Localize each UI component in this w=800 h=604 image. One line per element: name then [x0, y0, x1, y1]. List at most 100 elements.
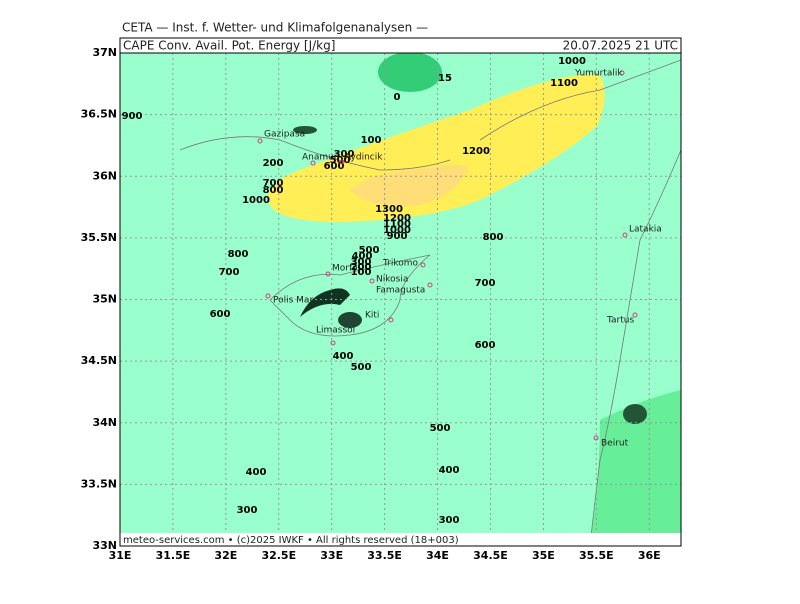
place-name: Beirut	[601, 439, 629, 449]
x-tick-label: 33E	[320, 549, 343, 562]
contour-label: 1200	[462, 146, 490, 157]
contour-label: 700	[475, 278, 496, 289]
x-tick-label: 33.5E	[367, 549, 402, 562]
contour-label: 800	[263, 185, 284, 196]
contour-label: 500	[430, 423, 451, 434]
contour-label: 100	[361, 135, 382, 146]
convection	[293, 126, 317, 134]
x-tick-label: 35.5E	[579, 549, 614, 562]
contour-label: 500	[351, 362, 372, 373]
y-tick-label: 37N	[92, 46, 117, 59]
x-tick-label: 36E	[638, 549, 661, 562]
contour-label: 1200	[383, 213, 411, 224]
place-marker	[339, 159, 345, 165]
map-frame	[119, 52, 682, 547]
place-marker	[388, 317, 394, 323]
x-tick-label: 31.5E	[156, 549, 191, 562]
cyprus-coast	[269, 254, 431, 337]
y-tick-label: 36N	[92, 169, 117, 182]
contour-label: 1000	[383, 225, 411, 236]
place-marker	[257, 138, 263, 144]
contour-label: 600	[210, 309, 231, 320]
contour-label: 1100	[550, 78, 578, 89]
place-name: Gazipasa	[264, 130, 305, 140]
contour-label: 700	[219, 267, 240, 278]
contour-label: 500	[359, 245, 380, 256]
place-name: Morfo	[332, 264, 358, 274]
place-marker	[593, 435, 599, 441]
contour-label: 700	[263, 178, 284, 189]
place-marker	[619, 70, 625, 76]
institute: CETA — Inst. f. Wetter- und Klimafolgena…	[122, 21, 428, 35]
cape-area	[590, 390, 681, 546]
contour-label: 900	[122, 111, 143, 122]
place-name: Famagusta	[376, 286, 425, 296]
place-marker	[369, 278, 375, 284]
contour-label: 900	[387, 231, 408, 242]
place-marker	[310, 160, 316, 166]
contour-label: 0	[394, 92, 401, 103]
place-name: Latakia	[629, 225, 662, 235]
contour-label: 800	[483, 232, 504, 243]
contour-label: 600	[324, 161, 345, 172]
y-tick-label: 36.5N	[81, 108, 117, 121]
contour-label: 300	[351, 257, 372, 268]
place-name: Polis Mar	[273, 296, 313, 306]
footer: meteo-services.com • (c)2025 IWKF • All …	[123, 535, 459, 546]
place-name: Tartus	[606, 316, 634, 326]
contour-label: 300	[334, 149, 355, 160]
place-marker	[622, 232, 628, 238]
contour-label: 1300	[375, 204, 403, 215]
x-tick-label: 34.5E	[473, 549, 508, 562]
x-tick-label: 31E	[109, 549, 132, 562]
place-marker	[265, 293, 271, 299]
y-tick-label: 34N	[92, 416, 117, 429]
cape-max	[350, 164, 468, 206]
contour-label: 200	[263, 158, 284, 169]
convection	[623, 404, 647, 424]
map-area: 9002007008001000100300500600120013001200…	[120, 53, 681, 546]
place-name: Nikosia	[376, 275, 408, 285]
place-name: Anamur	[302, 153, 338, 163]
contour-label: 1000	[242, 195, 270, 206]
place-name: Trikomo	[382, 259, 419, 269]
place-marker	[420, 262, 426, 268]
contour-label: 15	[438, 73, 452, 84]
place-name: Limassol	[316, 326, 355, 336]
contour-labels: 9002007008001000100300500600120013001200…	[122, 56, 662, 526]
y-tick-label: 33N	[92, 539, 117, 552]
y-tick-label: 35N	[92, 293, 117, 306]
place-marker	[632, 312, 638, 318]
contour-label: 100	[351, 267, 372, 278]
contour-label: 1000	[558, 56, 586, 67]
convection	[338, 312, 362, 328]
contour-label: 1100	[383, 219, 411, 230]
coastline	[179, 59, 681, 546]
x-tick-label: 32.5E	[261, 549, 296, 562]
convection	[300, 288, 350, 317]
x-tick-label: 35E	[532, 549, 555, 562]
contour-label: 300	[439, 515, 460, 526]
contour-label: 400	[352, 251, 373, 262]
field-title: CAPE Conv. Avail. Pot. Energy [J/kg]	[123, 39, 335, 53]
x-tick-label: 32E	[214, 549, 237, 562]
y-tick-label: 34.5N	[81, 354, 117, 367]
grid	[120, 53, 681, 546]
y-tick-label: 33.5N	[81, 477, 117, 490]
contour-label: 600	[475, 340, 496, 351]
x-tick-label: 34E	[426, 549, 449, 562]
contour-label: 400	[439, 465, 460, 476]
footer-bar	[120, 533, 681, 546]
place-name: Yumurtalik	[574, 69, 623, 79]
contour-label: 300	[237, 505, 258, 516]
convection	[378, 53, 442, 92]
place-marker	[325, 271, 331, 277]
place-name: Kiti	[365, 311, 379, 321]
contour-label: 800	[228, 249, 249, 260]
place-name: Aydincik	[345, 153, 383, 163]
valid-time: 20.07.2025 21 UTC	[563, 39, 678, 53]
place-marker	[330, 340, 336, 346]
contour-label: 400	[246, 467, 267, 478]
contour-label: 400	[333, 351, 354, 362]
